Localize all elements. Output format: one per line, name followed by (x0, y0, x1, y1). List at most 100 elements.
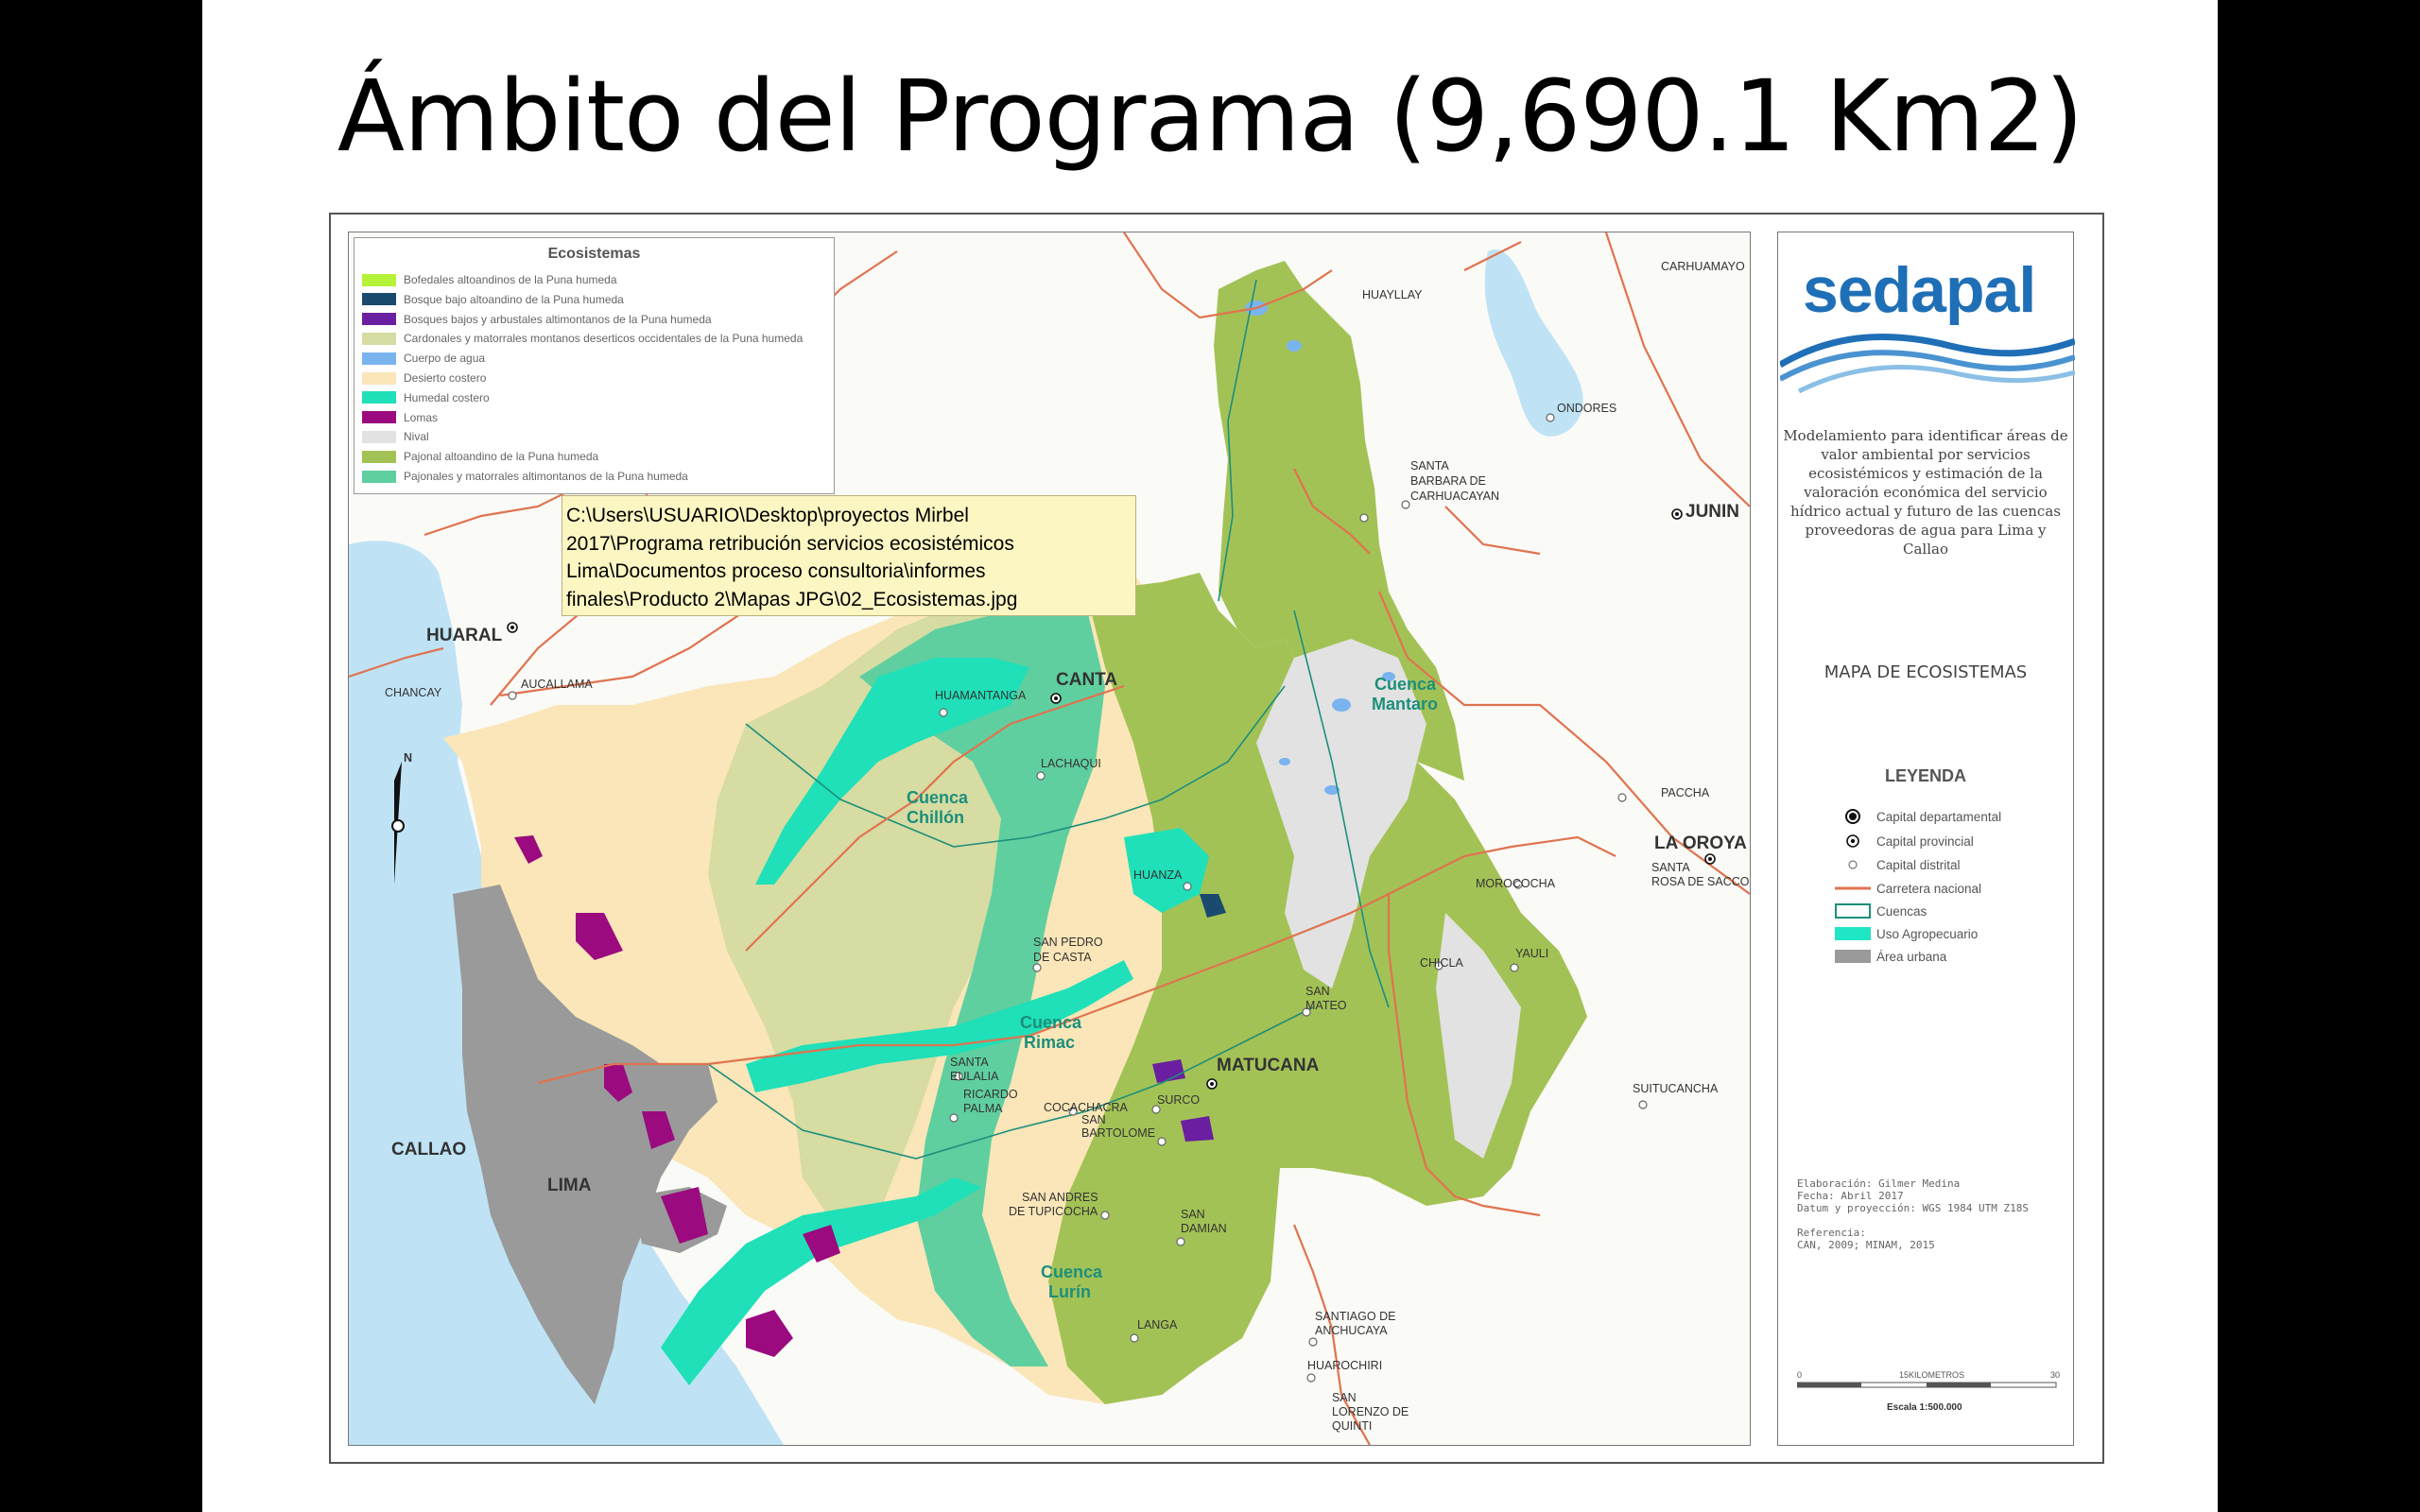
place-label: SANTIAGO DE (1315, 1310, 1395, 1323)
map-title: MAPA DE ECOSISTEMAS (1824, 662, 2028, 682)
legend-label: Bosque bajo altoandino de la Puna humeda (404, 292, 624, 306)
scale-bar: 0 15KILOMETROS 30 Escala 1:500.000 (1797, 1370, 2060, 1413)
agro-patch-huanza (1124, 828, 1209, 913)
place-label: SAN ANDRES (1022, 1191, 1098, 1204)
cuenca-label: Cuenca (1041, 1263, 1103, 1281)
place-label: LANGA (1137, 1318, 1178, 1332)
place-label: SAN (1305, 985, 1330, 998)
lomas-patch (746, 1310, 793, 1357)
legend-label: Humedal costero (404, 390, 490, 404)
side-legend-item: Capital distrital (1835, 855, 1961, 874)
scale-end: 30 (2050, 1370, 2060, 1380)
capital-distrital-icon (1835, 856, 1871, 873)
legend-swatch (362, 430, 396, 443)
credit-line: CAN, 2009; MINAM, 2015 (1797, 1239, 1935, 1251)
place-label: BARTOLOME (1081, 1126, 1155, 1140)
agro-fill-icon (1835, 925, 1871, 942)
place-label: SANTA (950, 1056, 989, 1069)
legend-swatch (362, 470, 396, 483)
place-label: CANTA (1056, 670, 1117, 690)
place-label: SANTA (1651, 861, 1690, 874)
pajonales-matorrales-zone (859, 606, 1105, 1366)
place-label: SAN PEDRO (1033, 936, 1103, 949)
legend-swatch (362, 371, 396, 385)
capital-departamental-icon (1835, 808, 1871, 825)
side-legend-item: Uso Agropecuario (1835, 924, 1978, 943)
place-label: MATEO (1305, 999, 1347, 1012)
cuenca-label: Lurín (1048, 1282, 1091, 1301)
cuenca-label: Cuenca (1374, 675, 1437, 694)
scale-label: Escala 1:500.000 (1887, 1402, 1962, 1413)
svg-text:N: N (404, 751, 412, 765)
nival-zone (1256, 639, 1426, 988)
lomas-patch (661, 1187, 708, 1244)
capital-markers (507, 508, 1716, 1090)
tooltip-line: C:\Users\USUARIO\Desktop\proyectos Mirbe… (566, 505, 969, 526)
place-label: YAULI (1515, 947, 1548, 960)
logo-waves-icon (1780, 334, 2075, 393)
credit-line: Elaboración: Gilmer Medina (1797, 1177, 1961, 1190)
place-label: ONDORES (1557, 402, 1616, 415)
place-label: EULALIA (950, 1070, 999, 1083)
place-label: ANCHUCAYA (1315, 1324, 1388, 1337)
legend-label: Desierto costero (404, 371, 487, 385)
map-credits: Elaboración: Gilmer Medina Fecha: Abril … (1797, 1177, 2066, 1251)
legend-item: Bosque bajo altoandino de la Puna humeda (362, 291, 624, 308)
ocean (349, 541, 784, 1445)
legend-item: Desierto costero (362, 369, 486, 387)
legend-label: Bofedales altoandinos de la Puna humeda (404, 273, 617, 286)
legend-swatch (362, 313, 396, 326)
place-label: HUAMANTANGA (935, 689, 1027, 702)
place-label: HUAROCHIRI (1307, 1359, 1382, 1372)
scale-mid: 15KILOMETROS (1899, 1370, 1964, 1380)
tooltip-line: Lima\Documentos proceso consultoria\info… (566, 560, 986, 582)
description-line: ecosistémicos y estimación de la (1808, 465, 2043, 482)
ecosystem-legend: Ecosistemas Bofedales altoandinos de la … (354, 237, 835, 494)
description-line: valor ambiental por servicios (1821, 446, 2031, 463)
cuenca-label: Mantaro (1372, 695, 1438, 713)
place-label: MOROCOCHA (1476, 877, 1556, 890)
legend-item: Humedal costero (362, 389, 490, 406)
map-area[interactable]: N HUAYLLAY CARHUAMAYO ONDORES (348, 232, 1751, 1446)
place-label: SANTA (1410, 459, 1449, 472)
place-label: CARHUACAYAN (1410, 490, 1499, 503)
cuenca-outline-icon (1835, 902, 1871, 919)
agro-strip-chillon (755, 658, 1029, 885)
place-label: LORENZO DE (1332, 1405, 1409, 1418)
credit-line: Fecha: Abril 2017 (1797, 1190, 1904, 1202)
description-line: Modelamiento para identificar áreas de (1783, 427, 2068, 444)
slide-title: Ámbito del Programa (9,690.1 Km2) (337, 59, 2083, 174)
north-arrow-icon: N (391, 751, 412, 885)
place-label: SUITUCANCHA (1633, 1082, 1719, 1095)
lomas-patch (642, 1111, 675, 1149)
cuenca-label: Cuenca (1020, 1013, 1082, 1032)
place-label: LACHAQUI (1041, 757, 1101, 770)
urban-area (453, 885, 717, 1404)
place-label: HUANZA (1133, 868, 1183, 882)
place-label: HUAYLLAY (1362, 288, 1423, 301)
legend-label: Bosques bajos y arbustales altimontanos … (404, 312, 712, 326)
legend-label: Lomas (404, 410, 439, 424)
cuenca-label: Rimac (1024, 1033, 1075, 1052)
legend-swatch (362, 273, 396, 286)
place-label: DE TUPICOCHA (1009, 1205, 1098, 1218)
place-label: CHICLA (1420, 956, 1464, 970)
place-label: CARHUAMAYO (1661, 260, 1745, 273)
pajonal-altoandino-zone (1048, 573, 1587, 1404)
place-label: JUNIN (1685, 502, 1739, 522)
side-panel: sedapal Modelamiento para identificar ár… (1777, 232, 2075, 1446)
side-legend-item: Capital provincial (1835, 832, 1974, 850)
pajonal-north-arm (1214, 261, 1464, 781)
road-line-icon (1835, 880, 1871, 897)
legend-label: Pajonal altoandino de la Puna humeda (404, 450, 599, 464)
legend-swatch (362, 391, 396, 404)
place-label: SAN (1332, 1391, 1357, 1404)
credit-spacer (1797, 1214, 2066, 1227)
lomas-patch (514, 835, 543, 864)
ecosystem-map[interactable]: N HUAYLLAY CARHUAMAYO ONDORES (349, 232, 1750, 1445)
place-label: SAN (1081, 1113, 1106, 1126)
agro-strip-lurin (661, 1177, 982, 1385)
side-legend-item: Cuencas (1835, 902, 1927, 920)
urban-fill-icon (1835, 948, 1871, 965)
tooltip-line: finales\Producto 2\Mapas JPG\02_Ecosiste… (566, 588, 1018, 610)
